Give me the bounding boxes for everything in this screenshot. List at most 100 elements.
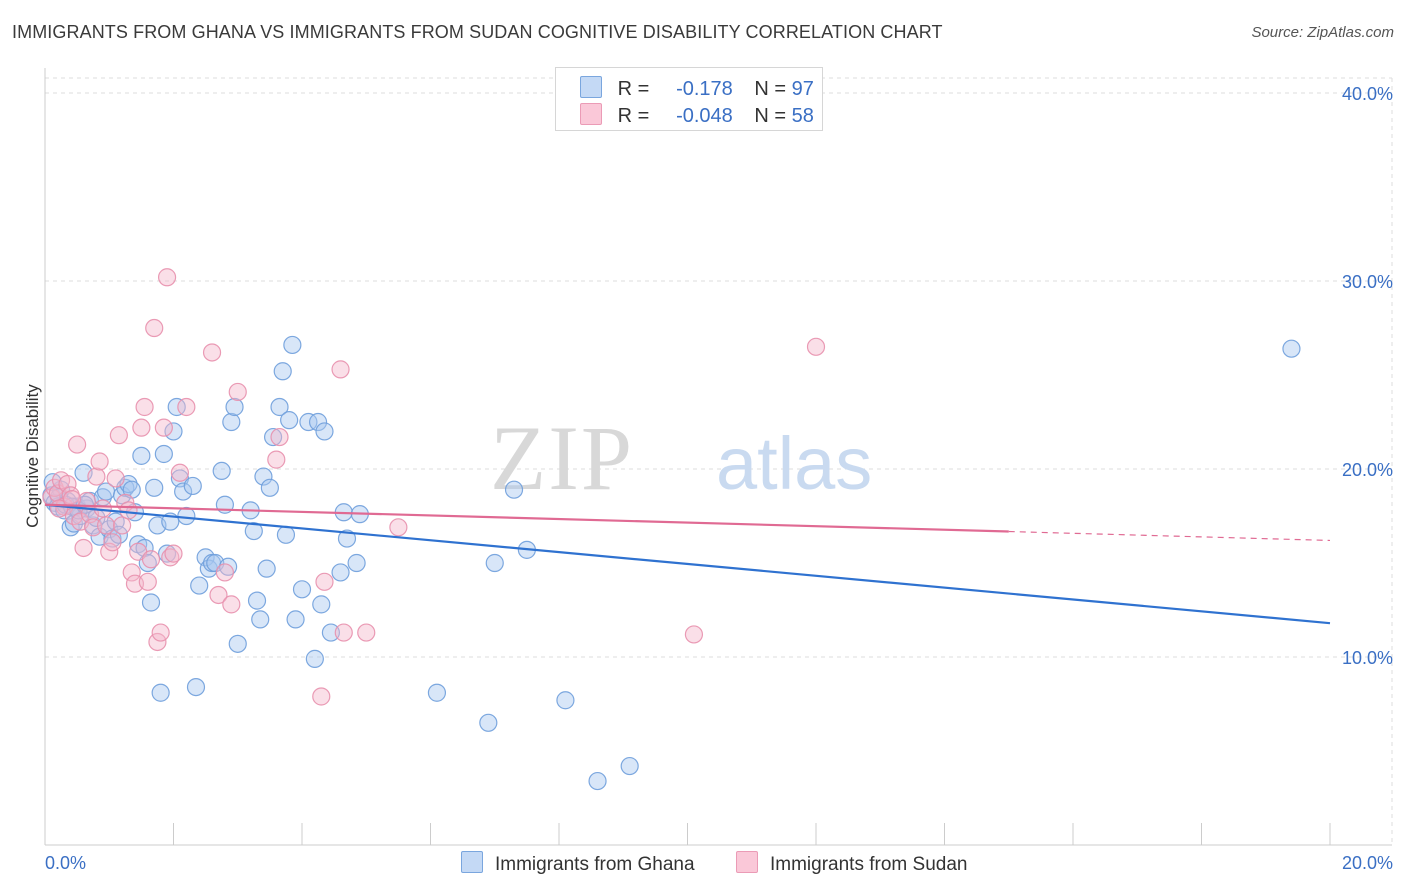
sudan-point-10	[74, 538, 93, 558]
ghana-point-71	[299, 412, 318, 432]
watermark-zip: ZIP	[490, 407, 634, 509]
ghana-point-80	[347, 553, 366, 573]
sudan-swatch	[580, 103, 602, 125]
ghana-point-63	[263, 427, 283, 447]
ghana-point-28	[132, 446, 151, 465]
sudan-point-46	[267, 450, 286, 469]
sudan-point-15	[90, 452, 109, 471]
ghana-point-79	[337, 529, 357, 548]
y-tick-label-1: 20.0%	[1342, 460, 1393, 480]
sudan-point-47	[270, 427, 289, 447]
ghana-point-31	[141, 593, 161, 612]
sudan-point-43	[215, 563, 234, 582]
ghana-point-42	[177, 506, 196, 526]
ghana-swatch	[580, 76, 602, 98]
trend-lines	[44, 503, 1331, 625]
ghana-point-41	[174, 482, 193, 501]
ghana-point-82	[427, 683, 447, 702]
ghana-point-66	[276, 525, 296, 544]
chart-title: IMMIGRANTS FROM GHANA VS IMMIGRANTS FROM…	[12, 22, 943, 42]
ghana-point-69	[286, 610, 305, 629]
ghana-point-70	[292, 580, 312, 599]
ghana-point-60	[254, 467, 273, 486]
sudan-point-20	[106, 469, 125, 488]
ghana-point-73	[308, 412, 328, 432]
x-tick-label-0: 0.0%	[45, 853, 86, 873]
ghana-point-43	[183, 476, 202, 496]
bottom-legend-sudan: Immigrants from Sudan	[736, 851, 967, 876]
ghana-point-72	[305, 649, 324, 668]
ghana-point-65	[273, 362, 292, 381]
sudan-point-21	[109, 426, 128, 445]
ghana-point-90	[1282, 339, 1301, 358]
sudan-point-17	[96, 516, 116, 535]
sudan-point-19	[103, 533, 122, 552]
ghana-point-62	[260, 478, 279, 497]
ghana-point-76	[321, 623, 341, 642]
sudan-point-8	[68, 435, 87, 454]
ghana-point-44	[186, 677, 206, 697]
ghana-point-50	[212, 461, 231, 480]
ghana-point-67	[280, 411, 299, 430]
ghana-point-68	[283, 335, 302, 355]
sudan-point-54	[684, 625, 704, 644]
sudan-point-53	[389, 518, 408, 537]
watermark: ZIP atlas	[490, 407, 872, 509]
ghana-point-54	[225, 397, 244, 417]
sudan-point-50	[331, 360, 350, 379]
ghana-point-57	[244, 521, 263, 541]
stats-legend: R = -0.178 N = 97 R = -0.048 N = 58	[555, 67, 823, 131]
ghana-point-34	[151, 683, 170, 702]
ghana-point-89	[620, 756, 639, 776]
y-tick-label-3: 40.0%	[1342, 84, 1393, 104]
legend-row-sudan: R = -0.048 N = 58	[580, 103, 814, 128]
ghana-point-52	[219, 557, 238, 576]
x-tick-label-1: 20.0%	[1342, 853, 1393, 873]
sudan-point-28	[132, 418, 151, 437]
sudan-point-42	[209, 585, 228, 605]
ghana-point-83	[479, 713, 498, 732]
sudan-point-36	[157, 268, 177, 287]
ghana-point-85	[504, 480, 524, 499]
legend-row-ghana: R = -0.178 N = 97	[580, 76, 814, 101]
ghana-r-value: -0.178	[676, 78, 733, 100]
sudan-point-49	[315, 572, 334, 591]
source-label: Source: ZipAtlas.com	[1251, 24, 1394, 41]
ghana-point-64	[270, 397, 289, 417]
ghana-n-label: N =	[754, 78, 787, 100]
axes	[44, 68, 1392, 846]
ghana-point-53	[222, 412, 241, 432]
sudan-point-14	[87, 467, 106, 486]
sudan-trend-line	[44, 503, 1009, 533]
sudan-legend-swatch	[736, 851, 758, 873]
sudan-point-30	[138, 572, 157, 591]
sudan-n-label: N =	[754, 105, 787, 127]
sudan-point-41	[202, 343, 222, 362]
ghana-point-61	[257, 559, 276, 578]
ghana-legend-label: Immigrants from Ghana	[495, 854, 695, 875]
bottom-legend-ghana: Immigrants from Ghana	[461, 851, 695, 876]
sudan-point-44	[222, 595, 241, 614]
sudan-point-24	[119, 501, 138, 520]
ghana-point-45	[190, 576, 209, 595]
sudan-r-label: R =	[617, 105, 650, 127]
ghana-trend-line	[44, 503, 1331, 625]
ghana-point-39	[167, 397, 186, 417]
sudan-point-51	[334, 623, 353, 642]
sudan-point-48	[312, 687, 331, 706]
sudan-point-45	[228, 382, 247, 402]
ghana-point-35	[154, 444, 173, 464]
y-tick-label-2: 30.0%	[1342, 272, 1393, 292]
sudan-point-39	[170, 463, 190, 482]
tick-labels: 10.0% 20.0% 30.0% 40.0% 0.0% 20.0%	[45, 84, 1393, 873]
ghana-r-label: R =	[617, 78, 650, 100]
ghana-point-77	[331, 563, 350, 582]
ghana-legend-swatch	[461, 851, 483, 873]
sudan-point-40	[177, 397, 196, 417]
sudan-point-22	[112, 516, 132, 535]
sudan-n-value: 58	[791, 105, 814, 127]
sudan-point-31	[141, 550, 161, 569]
ghana-point-75	[315, 422, 334, 441]
ghana-point-59	[251, 610, 270, 629]
